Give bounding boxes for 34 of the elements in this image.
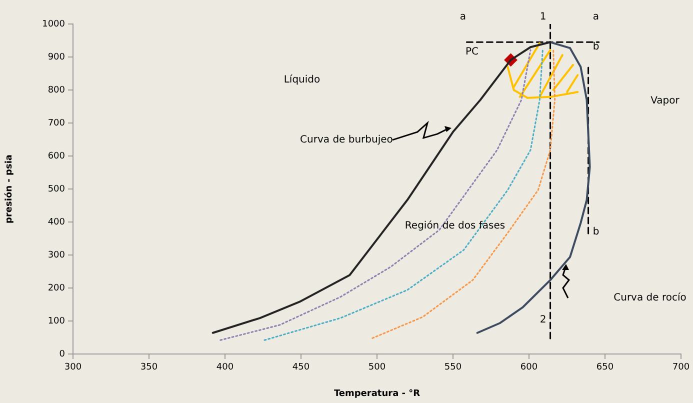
y-tick-label: 100 [48,316,66,326]
x-tick-label: 600 [520,362,538,373]
x-tick-label: 300 [64,362,82,373]
text: 1 [540,12,546,22]
x-tick-label: 550 [444,362,462,373]
annotation: Región de dos fases [404,220,506,232]
annotation: Curva de burbujeo [300,134,393,146]
x-tick-label: 450 [292,362,310,373]
annotation: b [592,226,600,238]
annotation: 2 [540,314,546,326]
annotation: Curva de rocío [614,292,686,304]
y-tick-label: 800 [48,85,66,96]
text: a [460,12,466,22]
y-tick-label: 900 [48,52,66,62]
x-tick-label: 350 [140,362,158,373]
text: a [592,12,600,22]
y-tick-label: 300 [48,250,66,260]
x-tick-label: 500 [368,362,386,373]
annotation: b [592,42,600,52]
annotation: Líquido [284,74,320,86]
y-tick-label: 0 [59,349,66,360]
annotation: Vapor [650,96,680,106]
y-axis-title: presión - psia [4,154,15,224]
y-tick-label: 200 [48,283,66,294]
x-tick-label: 700 [672,362,690,373]
y-tick-label: 600 [48,151,66,162]
x-axis-title: Temperatura - °R [334,388,420,399]
y-tick-label: 1000 [42,19,66,30]
y-tick-label: 500 [48,184,66,194]
x-tick-label: 400 [216,362,234,373]
y-tick-label: 400 [48,217,66,228]
y-tick-label: 700 [48,118,66,128]
annotation: PC [465,46,479,58]
x-tick-label: 650 [596,362,614,373]
